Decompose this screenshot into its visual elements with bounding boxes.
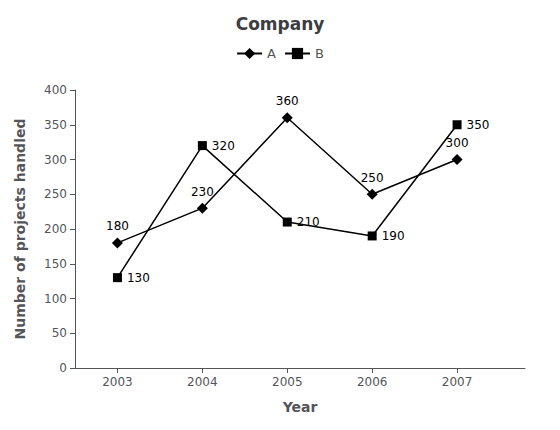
svg-text:360: 360 xyxy=(276,94,299,108)
svg-text:300: 300 xyxy=(44,153,67,167)
svg-text:2006: 2006 xyxy=(357,375,388,389)
svg-text:350: 350 xyxy=(467,118,490,132)
svg-text:50: 50 xyxy=(52,326,67,340)
svg-text:100: 100 xyxy=(44,292,67,306)
svg-text:150: 150 xyxy=(44,257,67,271)
svg-text:A: A xyxy=(267,46,276,61)
svg-text:320: 320 xyxy=(212,139,235,153)
svg-text:180: 180 xyxy=(106,219,129,233)
svg-text:2005: 2005 xyxy=(272,375,303,389)
svg-text:210: 210 xyxy=(297,215,320,229)
svg-text:2004: 2004 xyxy=(187,375,218,389)
svg-text:130: 130 xyxy=(127,271,150,285)
svg-text:400: 400 xyxy=(44,83,67,97)
svg-text:Company: Company xyxy=(236,14,325,34)
svg-text:300: 300 xyxy=(446,136,469,150)
svg-text:Number of projects handled: Number of projects handled xyxy=(12,119,28,340)
svg-text:0: 0 xyxy=(59,361,67,375)
svg-text:230: 230 xyxy=(191,185,214,199)
svg-text:250: 250 xyxy=(361,171,384,185)
svg-text:350: 350 xyxy=(44,118,67,132)
svg-text:B: B xyxy=(315,46,324,61)
svg-text:200: 200 xyxy=(44,222,67,236)
svg-text:2003: 2003 xyxy=(102,375,133,389)
svg-text:Year: Year xyxy=(282,399,318,415)
svg-text:250: 250 xyxy=(44,187,67,201)
svg-text:190: 190 xyxy=(382,229,405,243)
svg-text:2007: 2007 xyxy=(442,375,473,389)
